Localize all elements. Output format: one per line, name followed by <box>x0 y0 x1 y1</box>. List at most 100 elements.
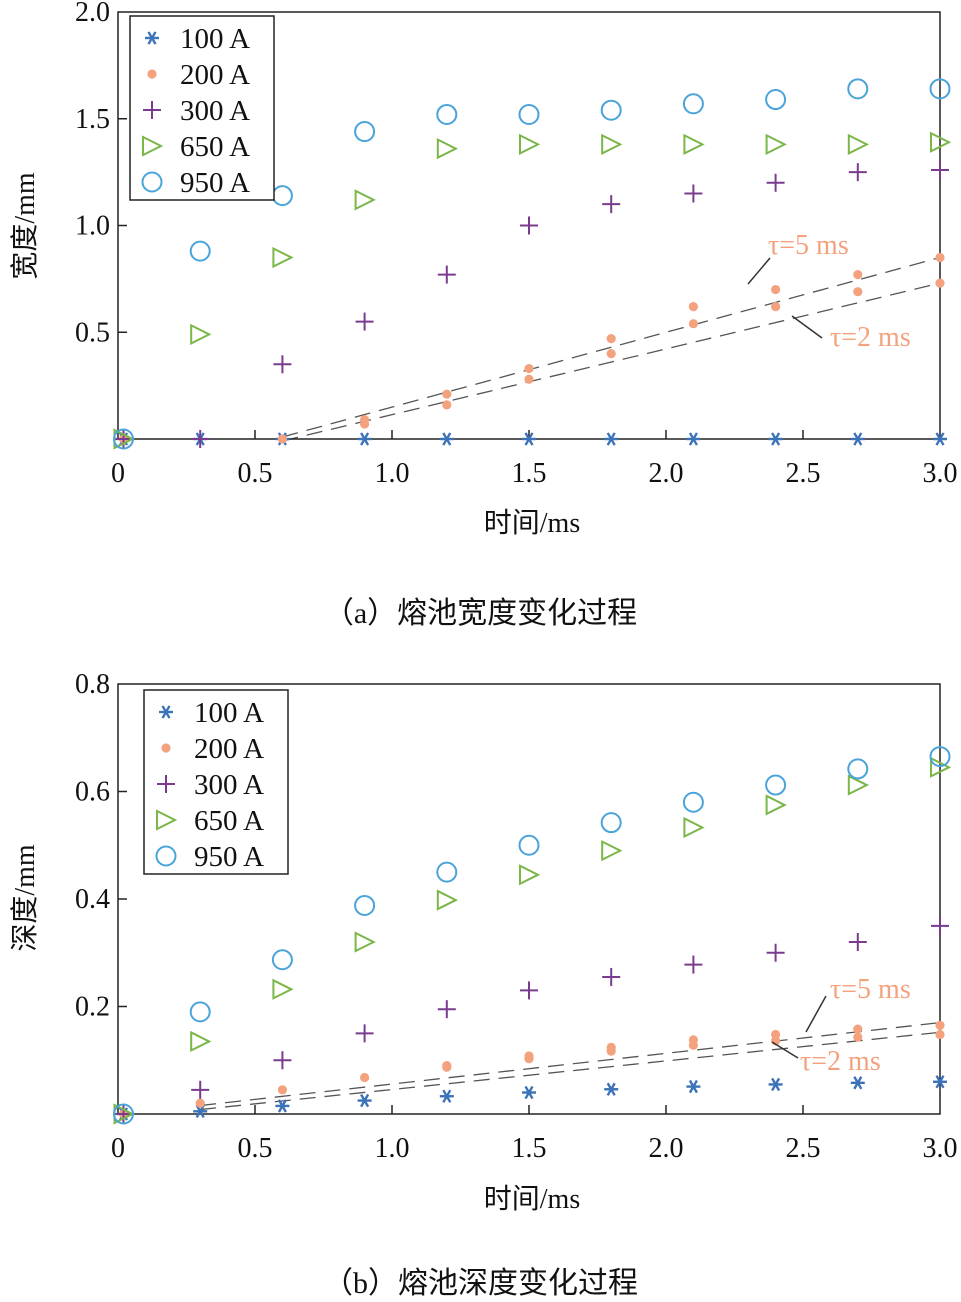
legend-label: 950 A <box>180 167 250 199</box>
legend-label: 200 A <box>194 733 264 765</box>
data-point-plus <box>437 265 456 284</box>
data-point-dot <box>360 1072 370 1083</box>
data-point-circle <box>354 894 376 916</box>
y-tick-label: 1.5 <box>75 104 110 135</box>
data-point-triangle-right <box>190 1030 212 1053</box>
fit-line-1 <box>282 256 941 438</box>
data-point-dot <box>688 1040 699 1050</box>
data-point-circle <box>765 89 787 111</box>
data-point-circle <box>112 1103 134 1125</box>
data-point-plus <box>602 195 621 214</box>
data-point-triangle-right <box>190 323 212 346</box>
data-point-asterisk <box>933 432 947 446</box>
data-point-plus <box>766 173 785 192</box>
data-point-plus <box>848 933 867 951</box>
data-point-triangle-right <box>765 133 787 155</box>
data-point-plus <box>273 355 292 374</box>
data-point-circle <box>271 185 293 207</box>
data-point-triangle-right <box>272 246 294 269</box>
data-point-triangle-right <box>272 978 294 1000</box>
caption-b: （b）熔池深度变化过程 <box>323 1267 638 1300</box>
data-point-plus <box>848 163 867 182</box>
data-point-dot <box>771 284 781 295</box>
legend-box <box>129 15 275 201</box>
data-point-circle <box>354 121 376 143</box>
y-tick-label: 0.2 <box>75 992 110 1023</box>
data-point-dot <box>524 363 534 374</box>
data-point-asterisk <box>933 1075 947 1089</box>
data-point-asterisk <box>522 432 536 446</box>
data-point-dot <box>195 1098 205 1108</box>
y-tick-label: 0.5 <box>75 317 110 348</box>
data-point-asterisk <box>357 432 372 446</box>
x-tick-label: 1.0 <box>375 458 410 489</box>
data-point-asterisk <box>275 1099 290 1113</box>
data-point-triangle-right <box>847 774 870 796</box>
legend-marker-plus <box>157 775 175 793</box>
data-point-dot <box>688 302 699 312</box>
data-point-dot <box>606 349 616 359</box>
data-point-circle <box>600 99 622 121</box>
legend-label: 650 A <box>194 805 264 837</box>
data-point-dot <box>935 252 945 263</box>
data-point-circle <box>189 1001 211 1023</box>
data-point-dot <box>606 1046 616 1056</box>
legend-marker-circle <box>141 171 163 193</box>
annotation-tau2: τ=2 ms <box>791 315 911 353</box>
x-tick-label: 0 <box>111 1133 125 1164</box>
data-point-triangle-right <box>601 133 623 155</box>
data-point-plus <box>520 216 538 235</box>
data-point-asterisk <box>850 1076 865 1090</box>
data-point-dot <box>524 1054 534 1064</box>
width-chart: 0 0.5 1.0 1.5 2.0 2.5 3.0 0.5 1.0 1.5 2.0 100 A 200… <box>9 0 958 539</box>
data-point-circle <box>929 78 951 100</box>
depth-chart: 0 0.5 1.0 1.5 2.0 2.5 3.0 0.2 0.4 0.6 0.8 100 A 200… <box>9 672 958 1215</box>
data-point-triangle-right <box>436 889 459 911</box>
data-point-dot <box>360 419 370 429</box>
data-point-asterisk <box>604 432 619 446</box>
legend-label: 100 A <box>180 23 250 55</box>
data-point-asterisk <box>850 432 865 446</box>
data-point-plus <box>766 943 785 962</box>
y-tick-label: 0.8 <box>75 672 110 700</box>
data-point-circle <box>518 103 540 125</box>
legend-marker-asterisk <box>145 31 159 45</box>
y-tick-label: 2.0 <box>75 0 110 28</box>
data-point-plus <box>355 1024 374 1043</box>
data-point-plus <box>520 981 538 1000</box>
x-tick-label: 2.0 <box>649 1133 684 1164</box>
legend-marker-dot <box>161 743 171 753</box>
x-tick-label: 3.0 <box>923 1133 958 1164</box>
x-tick-label: 0.5 <box>238 1133 273 1164</box>
data-point-dot <box>771 302 781 312</box>
data-point-plus <box>931 916 949 935</box>
data-point-circle <box>682 791 704 813</box>
data-point-triangle-right <box>519 864 541 886</box>
data-point-asterisk <box>357 1093 372 1108</box>
x-tick-label: 0.5 <box>238 458 273 489</box>
data-point-plus <box>931 160 949 179</box>
data-point-dot <box>853 287 863 297</box>
x-tick-label: 2.0 <box>649 458 684 489</box>
x-tick-label: 1.5 <box>512 458 547 489</box>
x-tick-label: 3.0 <box>923 458 958 489</box>
legend-marker-triangle-right <box>156 809 178 831</box>
x-axis-label: 时间/ms <box>484 1183 580 1215</box>
legend: 100 A 200 A 300 A 650 A 950 A <box>129 15 275 201</box>
legend-label: 300 A <box>180 95 250 127</box>
y-tick-label: 1.0 <box>75 211 110 242</box>
annotation-tau2-label: τ=2 ms <box>800 1046 881 1077</box>
data-point-plus <box>191 430 210 448</box>
data-point-asterisk <box>193 1104 208 1118</box>
legend-box <box>143 689 289 875</box>
legend-label: 950 A <box>194 841 264 873</box>
data-point-circle <box>847 758 869 780</box>
data-point-circle <box>765 774 787 796</box>
data-point-triangle-right <box>354 189 376 211</box>
data-point-plus <box>191 1080 210 1099</box>
data-point-dot <box>442 389 452 399</box>
annotation-tau2-label: τ=2 ms <box>830 322 911 353</box>
data-point-circle <box>112 428 134 450</box>
data-point-dot <box>606 334 616 344</box>
data-point-circle <box>518 834 540 856</box>
